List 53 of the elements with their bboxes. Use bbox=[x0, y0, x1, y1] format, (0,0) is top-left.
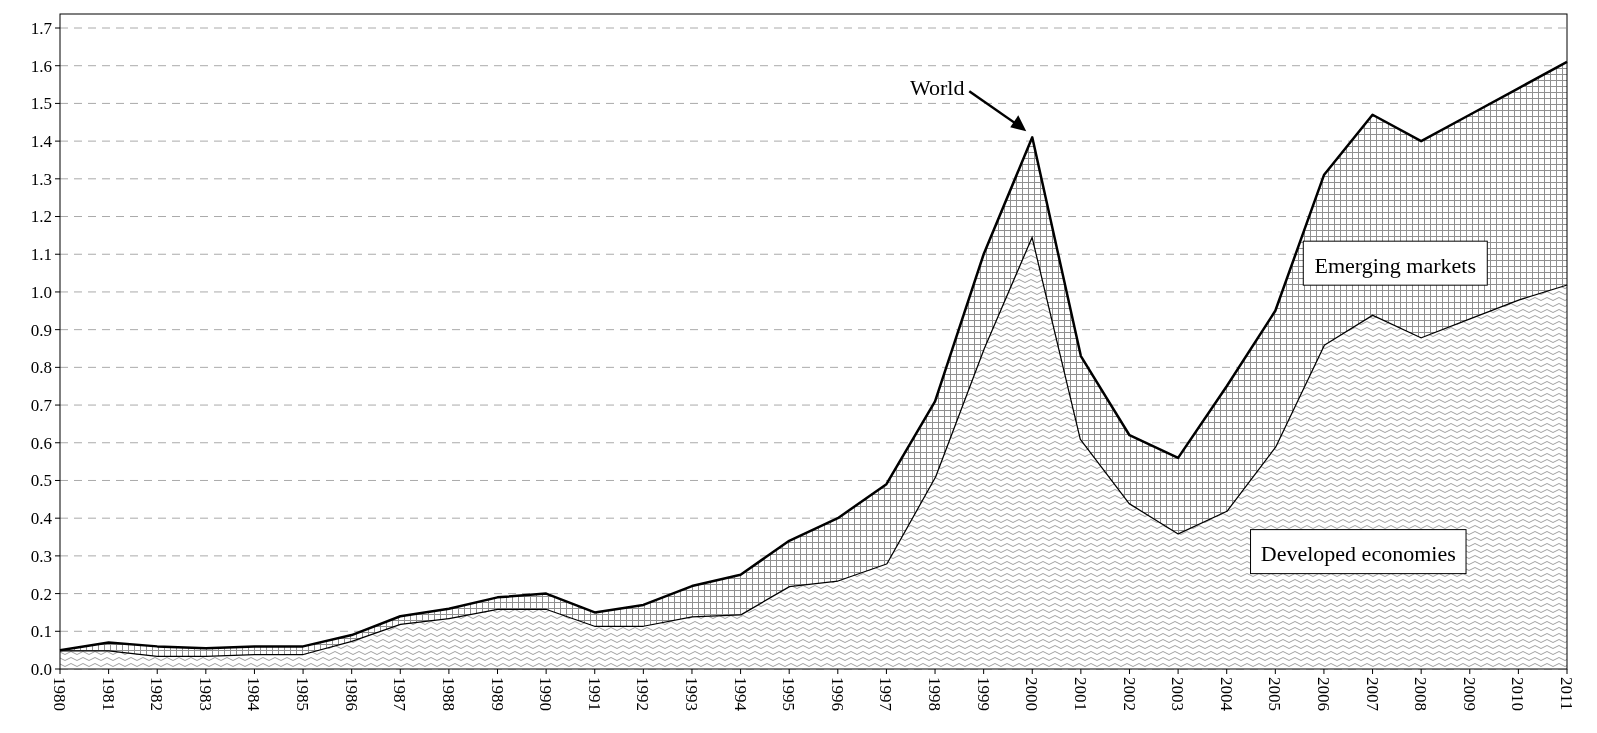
x-tick-label: 2004 bbox=[1216, 677, 1236, 712]
annotation: World bbox=[910, 75, 965, 101]
x-tick-label: 1986 bbox=[341, 677, 361, 711]
x-tick-label: 1988 bbox=[438, 677, 458, 711]
x-tick-label: 2008 bbox=[1411, 677, 1431, 711]
x-tick-label: 1991 bbox=[584, 677, 604, 711]
x-tick-label: 1984 bbox=[244, 677, 264, 712]
y-tick-label: 1.7 bbox=[30, 18, 53, 38]
x-tick-label: 2001 bbox=[1070, 677, 1090, 711]
y-tick-label: 0.6 bbox=[30, 433, 52, 453]
x-tick-label: 2003 bbox=[1168, 677, 1188, 711]
x-tick-label: 1995 bbox=[779, 677, 799, 711]
x-tick-label: 1996 bbox=[827, 677, 847, 711]
y-tick-label: 1.3 bbox=[30, 169, 52, 189]
x-tick-label: 1981 bbox=[98, 677, 118, 711]
y-tick-label: 1.1 bbox=[30, 245, 52, 265]
y-tick-label: 0.4 bbox=[30, 509, 53, 529]
series-label: Developed economies bbox=[1260, 541, 1456, 567]
y-tick-label: 1.2 bbox=[30, 207, 52, 227]
y-tick-label: 1.4 bbox=[30, 132, 53, 152]
y-tick-label: 0.2 bbox=[30, 584, 52, 604]
series-label: Emerging markets bbox=[1314, 252, 1477, 278]
x-tick-label: 1990 bbox=[536, 677, 556, 711]
x-tick-label: 1983 bbox=[195, 677, 215, 711]
x-tick-label: 1989 bbox=[487, 677, 507, 711]
x-tick-label: 1987 bbox=[390, 677, 410, 712]
x-tick-label: 1985 bbox=[293, 677, 313, 711]
x-tick-label: 1993 bbox=[682, 677, 702, 711]
x-tick-label: 1999 bbox=[973, 677, 993, 711]
x-tick-label: 2006 bbox=[1313, 677, 1333, 711]
x-tick-label: 1992 bbox=[633, 677, 653, 711]
x-tick-label: 2005 bbox=[1265, 677, 1285, 711]
x-tick-label: 1998 bbox=[925, 677, 945, 711]
x-tick-label: 2002 bbox=[1119, 677, 1139, 711]
x-tick-label: 1980 bbox=[50, 677, 70, 711]
y-tick-label: 0.5 bbox=[30, 471, 52, 491]
y-tick-label: 1.0 bbox=[30, 282, 52, 302]
y-tick-label: 0.9 bbox=[30, 320, 52, 340]
y-tick-label: 0.8 bbox=[30, 358, 52, 378]
x-tick-label: 2009 bbox=[1459, 677, 1479, 711]
y-tick-label: 0.7 bbox=[30, 396, 53, 416]
x-tick-label: 2011 bbox=[1557, 677, 1577, 711]
x-tick-label: 2010 bbox=[1508, 677, 1528, 711]
x-tick-label: 2000 bbox=[1022, 677, 1042, 711]
x-tick-label: 1994 bbox=[730, 677, 750, 712]
y-tick-label: 0.1 bbox=[30, 622, 52, 642]
y-tick-label: 1.5 bbox=[30, 94, 52, 114]
y-tick-label: 0.0 bbox=[30, 659, 52, 679]
x-tick-label: 1997 bbox=[876, 677, 896, 712]
y-tick-label: 0.3 bbox=[30, 546, 52, 566]
y-tick-label: 1.6 bbox=[30, 56, 52, 76]
x-tick-label: 1982 bbox=[147, 677, 167, 711]
x-tick-label: 2007 bbox=[1362, 677, 1382, 712]
